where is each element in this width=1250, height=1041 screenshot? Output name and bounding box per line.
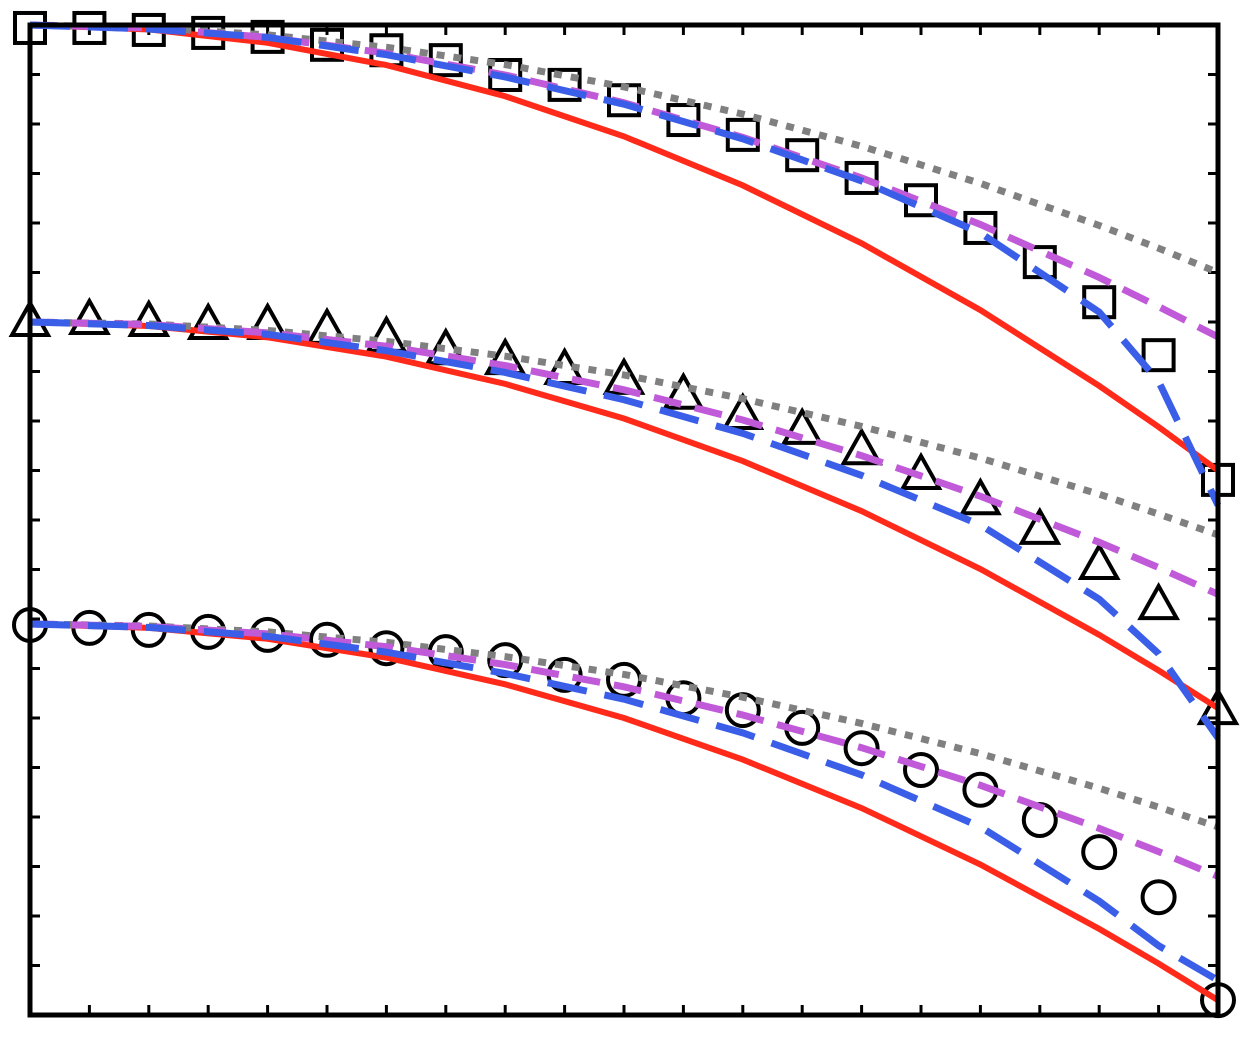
marker: [1022, 245, 1057, 280]
curve: [29, 22, 1220, 473]
plot-frame: [27, 22, 1221, 1018]
curve: [29, 319, 1220, 711]
curve: [29, 620, 1220, 1003]
marker: [1018, 506, 1062, 545]
marker: [843, 730, 880, 767]
curve: [29, 21, 1222, 507]
curve: [29, 21, 1220, 340]
marker: [127, 298, 171, 337]
marker: [1081, 834, 1118, 871]
curve: [29, 318, 1220, 539]
marker: [1140, 879, 1177, 916]
marker: [67, 296, 111, 336]
curve: [29, 318, 1221, 740]
curve: [29, 21, 1220, 276]
marker: [840, 427, 884, 466]
marker: [186, 301, 230, 340]
marker: [721, 391, 765, 431]
curve: [29, 620, 1220, 880]
marker: [1077, 541, 1121, 581]
curve: [29, 620, 1220, 831]
marker: [780, 406, 824, 445]
curve: [29, 318, 1220, 598]
marker: [903, 751, 939, 788]
curve: [29, 620, 1220, 984]
marker: [1137, 582, 1181, 621]
marker: [1141, 338, 1176, 373]
